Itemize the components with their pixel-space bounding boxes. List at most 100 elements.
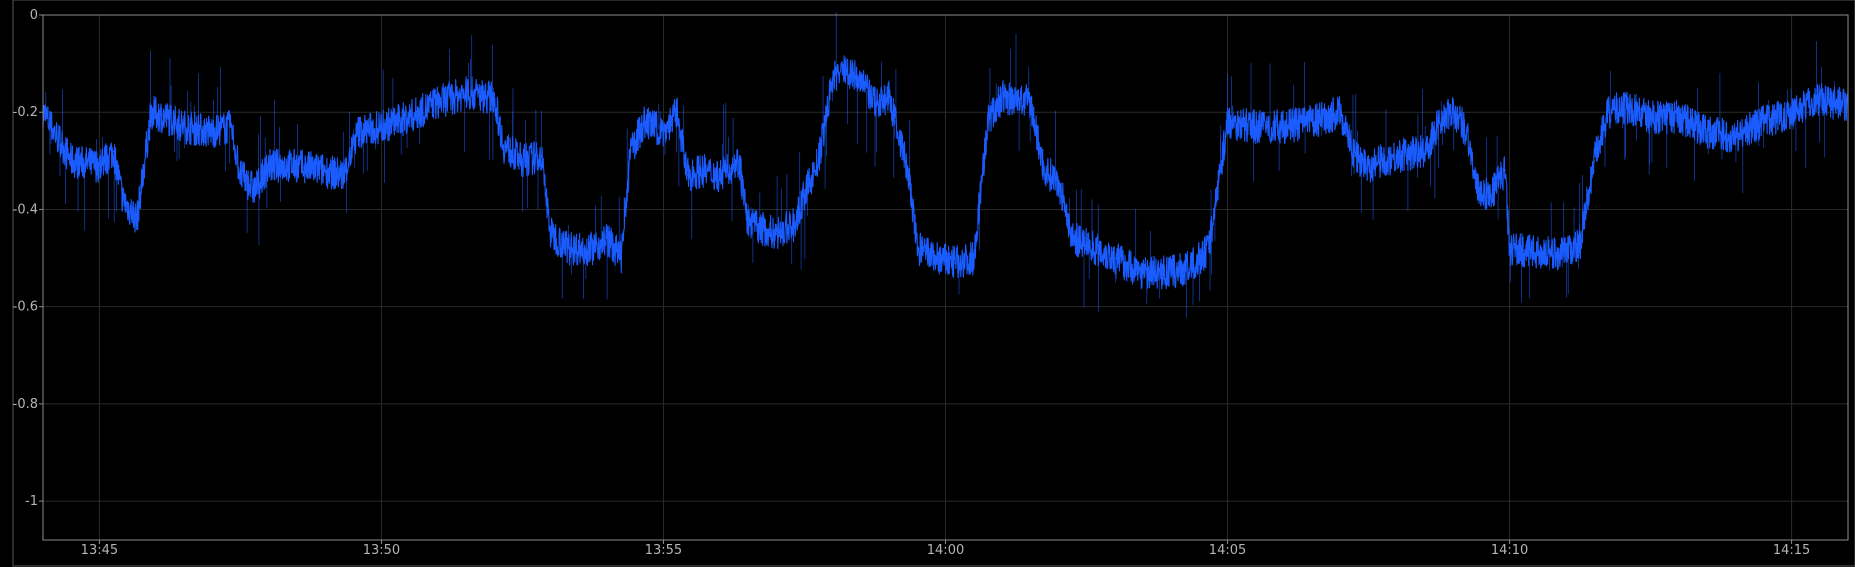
data-point	[972, 257, 975, 259]
data-point	[737, 160, 740, 162]
data-point	[987, 121, 989, 123]
data-point	[1254, 126, 1257, 128]
x-tick-label: 14:10	[1491, 543, 1528, 558]
data-point	[1085, 242, 1088, 245]
data-point	[761, 228, 763, 230]
data-point	[700, 169, 702, 172]
data-point	[629, 150, 632, 152]
data-point	[1475, 189, 1478, 191]
data-point	[1311, 121, 1313, 123]
data-point	[831, 77, 834, 79]
data-point	[465, 92, 467, 94]
data-point	[549, 232, 552, 235]
data-point	[1490, 194, 1492, 196]
data-point	[1283, 126, 1285, 128]
series-layer	[42, 12, 1849, 318]
data-point	[253, 189, 256, 191]
data-point	[122, 198, 124, 201]
data-point	[1071, 237, 1074, 240]
data-point	[1217, 184, 1219, 186]
data-point	[954, 262, 956, 264]
data-point	[1508, 247, 1511, 250]
data-point	[1593, 160, 1595, 162]
data-point	[1579, 242, 1581, 245]
data-point	[1678, 116, 1680, 118]
data-point	[1537, 252, 1539, 254]
data-point	[592, 247, 594, 250]
data-point	[846, 67, 848, 70]
data-point	[1170, 271, 1172, 274]
data-point	[1762, 121, 1765, 123]
data-point	[112, 150, 115, 152]
data-point	[540, 155, 543, 157]
grid	[43, 14, 1848, 540]
data-point	[916, 247, 919, 250]
data-point	[686, 174, 688, 177]
data-point	[676, 111, 679, 113]
data-point	[1189, 267, 1191, 269]
data-point	[408, 116, 411, 118]
data-point	[1790, 111, 1793, 113]
data-point	[493, 96, 496, 99]
data-point	[775, 232, 778, 235]
data-point	[1043, 169, 1045, 172]
data-point	[888, 96, 890, 99]
data-point	[343, 174, 345, 177]
data-point	[150, 111, 152, 113]
data-point	[521, 160, 524, 162]
data-point	[747, 223, 749, 225]
data-point	[324, 169, 326, 172]
y-tick-label: -0.4	[13, 202, 38, 217]
x-tick-label: 14:05	[1209, 543, 1246, 558]
data-point	[719, 174, 721, 177]
data-point	[1607, 111, 1610, 113]
data-point	[164, 116, 166, 118]
x-tick-label: 14:00	[927, 543, 964, 558]
data-point	[239, 174, 242, 177]
data-point	[267, 164, 270, 167]
data-point	[935, 257, 937, 259]
data-point	[296, 164, 298, 167]
x-tick-label: 13:50	[363, 543, 400, 558]
plot-area-border	[42, 14, 1849, 541]
data-point	[568, 247, 571, 250]
data-point	[437, 101, 439, 104]
data-point	[620, 257, 622, 259]
data-point	[1819, 96, 1821, 99]
data-point	[1424, 150, 1426, 152]
data-point	[817, 160, 820, 162]
data-point	[183, 126, 185, 128]
data-point	[1649, 116, 1652, 118]
data-point	[794, 223, 796, 225]
data-point	[1142, 271, 1144, 274]
y-tick-label: -0.8	[13, 397, 38, 412]
data-point	[1029, 101, 1031, 104]
x-tick-label: 13:55	[645, 543, 682, 558]
y-tick-label: 0	[30, 8, 38, 23]
x-tick-label: 14:15	[1773, 543, 1810, 558]
data-point	[211, 130, 213, 133]
data-point	[357, 130, 359, 133]
data-point	[98, 164, 101, 167]
data-point	[502, 145, 505, 148]
data-point	[136, 218, 138, 220]
data-point	[1452, 111, 1454, 113]
data-point	[874, 101, 876, 104]
y-tick-label: -0.2	[13, 105, 38, 120]
data-point	[1438, 121, 1440, 123]
data-point	[380, 126, 383, 128]
data-point	[1706, 130, 1708, 133]
data-point	[606, 237, 608, 240]
tick-labels: 0 -0.2 -0.4 -0.6 -0.8 -1 13:45 13:50 13:55 14:00 1…	[13, 8, 1811, 558]
data-point	[1226, 121, 1229, 123]
data-point	[1734, 135, 1736, 138]
data-point	[1353, 155, 1356, 157]
outer-frame	[12, 0, 1855, 567]
data-point	[1565, 252, 1567, 254]
data-point	[1621, 106, 1624, 109]
data-point	[662, 130, 665, 133]
data-point	[803, 194, 806, 196]
data-point	[1466, 130, 1469, 133]
